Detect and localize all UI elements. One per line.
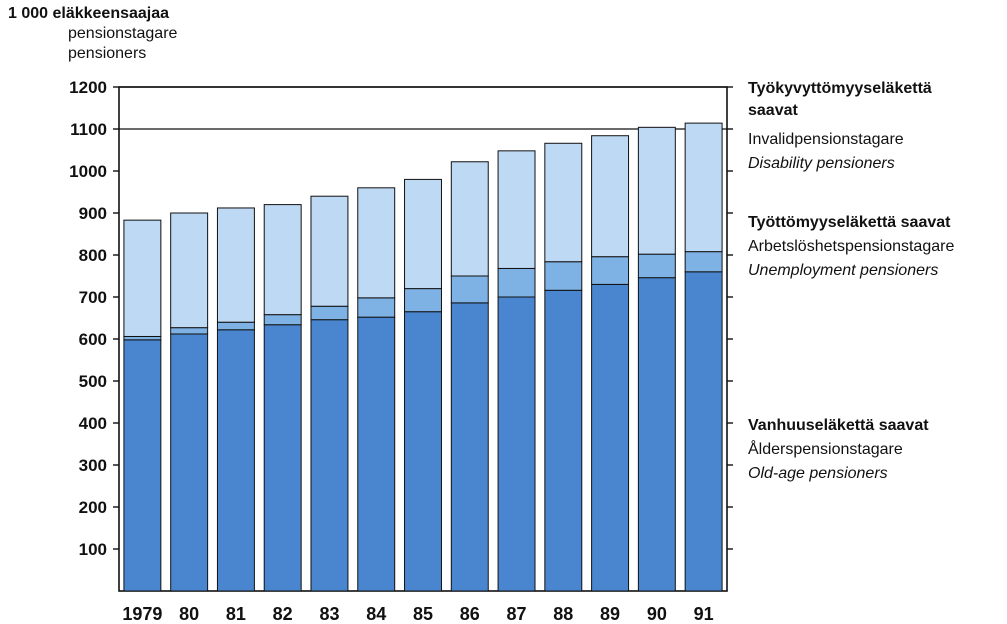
bar-segment-unemployment (684, 251, 723, 273)
bar-segment-oldage (123, 339, 162, 592)
legend-disability-fi-1: Työkyvyttömyyseläkettä (748, 80, 932, 97)
bar-segment-unemployment (591, 256, 630, 285)
x-tick-label: 88 (553, 604, 573, 624)
bar-segment-oldage (497, 296, 536, 592)
bar-segment-disability (637, 126, 676, 255)
unit-label: 1 000 eläkkeensaajaa pensionstagare pens… (8, 4, 177, 64)
legend-oldage-sv: Ålderspensionstagare (748, 441, 903, 458)
bar-segment-unemployment (497, 267, 536, 298)
x-tick-label: 90 (647, 604, 667, 624)
bar-segment-disability (404, 178, 442, 290)
bar-segment-disability (170, 212, 209, 329)
y-tick-label: 500 (79, 372, 107, 391)
bar-segment-unemployment (450, 275, 489, 304)
bar-segment-disability (263, 204, 302, 316)
x-tick-label: 80 (179, 604, 199, 624)
bar-segment-oldage (544, 289, 583, 592)
x-tick-label: 82 (273, 604, 293, 624)
y-tick-label: 400 (79, 414, 107, 433)
legend-disability-en: Disability pensioners (748, 155, 895, 172)
x-tick-label: 84 (366, 604, 386, 624)
x-tick-label: 91 (694, 604, 714, 624)
bar-segment-unemployment (170, 327, 209, 335)
legend-unemployment-sv: Arbetslöshetspensionstagare (748, 238, 955, 255)
y-tick-label: 600 (79, 330, 107, 349)
legend-disability: Työkyvyttömyyseläkettä saavat Invalidpen… (748, 78, 1003, 176)
bar-segment-disability (497, 150, 536, 269)
y-tick-label: 900 (79, 204, 107, 223)
bar-segment-disability (544, 142, 583, 263)
legend-disability-fi-2: saavat (748, 102, 798, 119)
legend-oldage-fi: Vanhuuseläkettä saavat (748, 417, 929, 434)
x-tick-label: 89 (600, 604, 620, 624)
bar-segment-disability (123, 219, 162, 337)
y-tick-label: 200 (79, 498, 107, 517)
y-tick-label: 1100 (70, 120, 107, 139)
bar-segment-disability (310, 195, 349, 307)
bar-segment-oldage (216, 329, 255, 592)
bar-segment-oldage (310, 319, 349, 592)
bar-segment-unemployment (357, 297, 396, 318)
bar-segment-oldage (263, 324, 302, 592)
bar-segment-oldage (591, 283, 630, 592)
bar-segment-oldage (450, 302, 489, 592)
y-tick-label: 1200 (69, 78, 107, 97)
bar-segment-unemployment (637, 253, 676, 279)
x-tick-label: 1979 (122, 604, 162, 624)
unit-label-en: pensioners (68, 45, 147, 62)
bar-segment-unemployment (404, 288, 442, 313)
bar-segment-unemployment (123, 335, 162, 341)
bar-segment-disability (450, 161, 489, 277)
y-tick-label: 800 (79, 246, 107, 265)
x-tick-label: 81 (226, 604, 246, 624)
bar-segment-disability (357, 187, 396, 299)
bar-segment-disability (684, 122, 723, 253)
x-tick-label: 85 (413, 604, 433, 624)
bar-segment-unemployment (263, 314, 302, 326)
bar-segment-oldage (170, 333, 209, 592)
unit-label-fi: 1 000 eläkkeensaajaa (8, 5, 170, 22)
bar-segment-unemployment (216, 321, 255, 331)
y-tick-label: 300 (79, 456, 107, 475)
bar-segment-disability (216, 207, 255, 323)
y-tick-label: 100 (79, 540, 107, 559)
unit-label-sv: pensionstagare (68, 25, 178, 42)
legend-unemployment: Työttömyyseläkettä saavat Arbetslöshetsp… (748, 211, 1003, 283)
bar-segment-unemployment (310, 305, 349, 321)
legend-disability-sv: Invalidpensionstagare (748, 131, 904, 148)
bar-segment-disability (591, 135, 630, 258)
x-tick-label: 83 (319, 604, 339, 624)
legend-unemployment-fi: Työttömyyseläkettä saavat (748, 214, 951, 231)
x-tick-label: 87 (507, 604, 527, 624)
bar-segment-oldage (357, 316, 396, 592)
bar-segment-oldage (684, 271, 723, 592)
legend-oldage-en: Old-age pensioners (748, 465, 888, 482)
bar-segment-unemployment (544, 261, 583, 291)
bar-segment-oldage (637, 277, 676, 592)
bar-segment-oldage (404, 311, 442, 592)
x-tick-label: 86 (460, 604, 480, 624)
y-tick-label: 1000 (69, 162, 107, 181)
legend-unemployment-en: Unemployment pensioners (748, 262, 939, 279)
legend-oldage: Vanhuuseläkettä saavat Ålderspensionstag… (748, 414, 1003, 486)
y-tick-label: 700 (79, 288, 107, 307)
